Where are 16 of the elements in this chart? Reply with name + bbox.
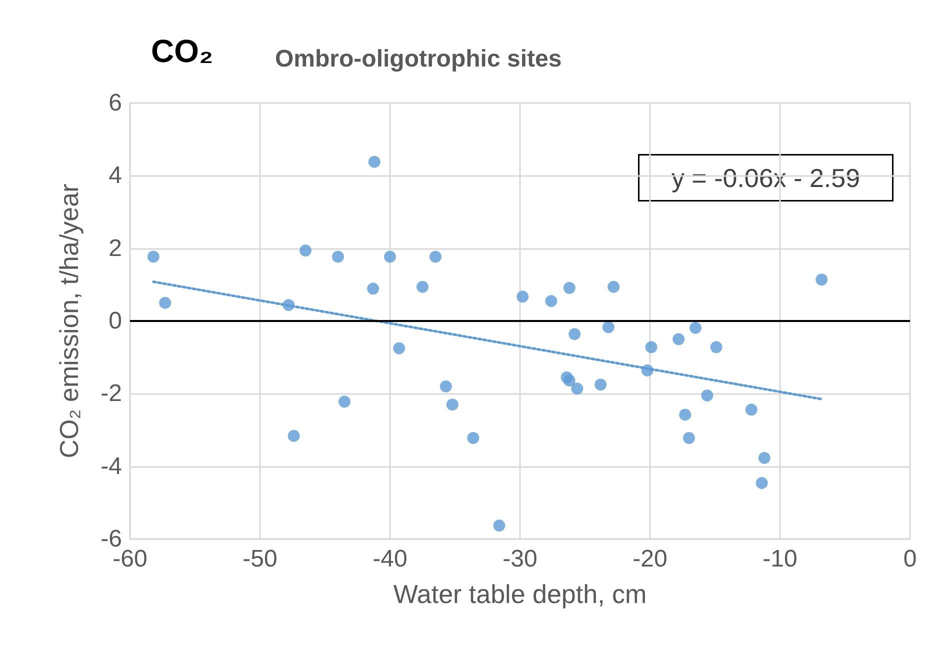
y-tick-label: -2 <box>100 380 122 408</box>
x-tick-label: 0 <box>903 546 917 572</box>
chart-subtitle: Ombro-oligotrophic sites <box>275 46 562 72</box>
chart-title: CO₂ <box>151 33 214 69</box>
x-tick-label: -30 <box>502 546 538 572</box>
x-axis-title: Water table depth, cm <box>393 579 647 609</box>
y-tick-label: -4 <box>100 452 122 480</box>
x-tick-label: -40 <box>372 546 408 572</box>
y-tick-label: 4 <box>108 162 122 190</box>
x-tick-label: -50 <box>242 546 278 572</box>
y-axis-title: CO₂ emission, t/ha/year <box>54 183 84 458</box>
y-tick-label: 6 <box>108 90 122 116</box>
x-tick-label: -20 <box>632 546 668 572</box>
x-tick-label: -10 <box>762 546 798 572</box>
y-tick-label: 2 <box>108 234 122 262</box>
y-tick-label: 0 <box>108 308 122 334</box>
